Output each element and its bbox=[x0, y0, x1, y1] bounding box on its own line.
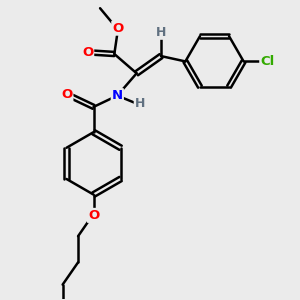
Text: H: H bbox=[156, 26, 166, 39]
Text: O: O bbox=[82, 46, 93, 59]
Text: O: O bbox=[88, 209, 99, 222]
Text: O: O bbox=[112, 22, 124, 34]
Text: N: N bbox=[112, 89, 123, 102]
Text: H: H bbox=[135, 98, 145, 110]
Text: Cl: Cl bbox=[260, 55, 274, 68]
Text: O: O bbox=[61, 88, 72, 100]
